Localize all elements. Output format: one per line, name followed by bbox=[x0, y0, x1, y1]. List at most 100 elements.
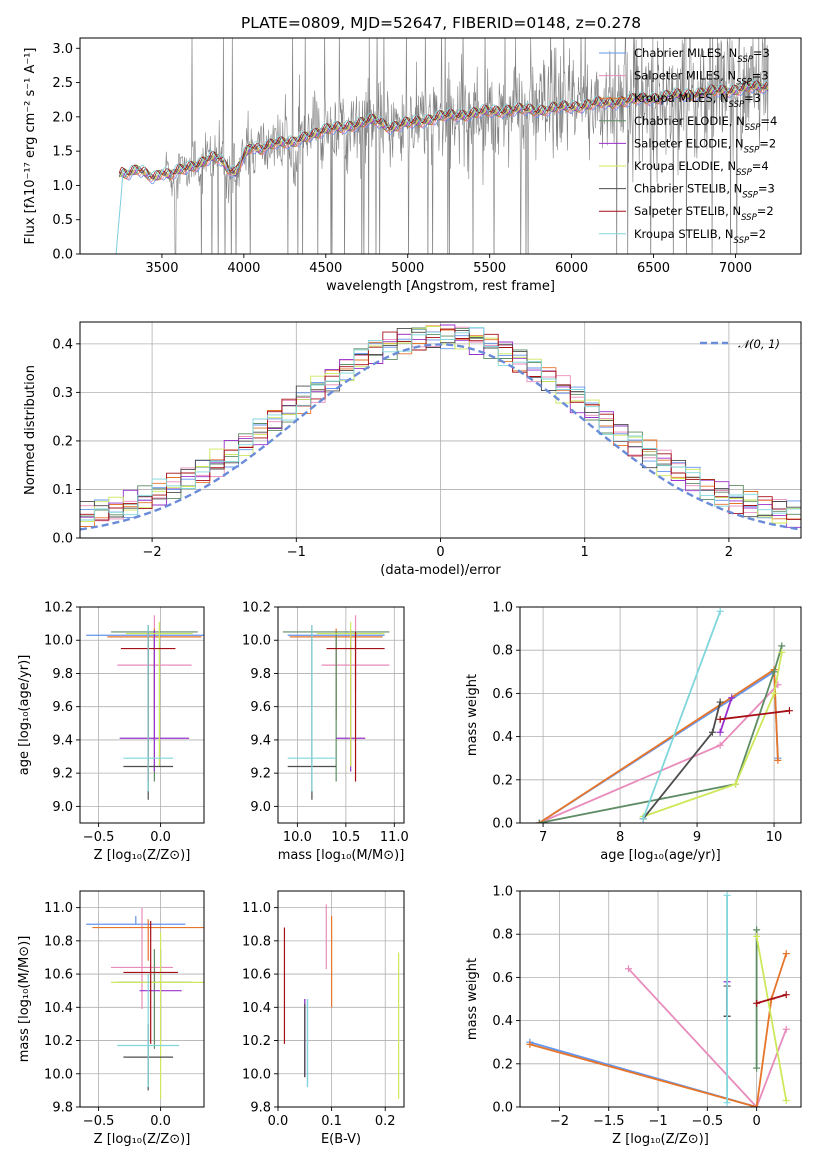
weight-marker bbox=[770, 668, 778, 676]
y-tick-label: 9.8 bbox=[250, 667, 271, 682]
y-tick-label: 10.4 bbox=[44, 1001, 73, 1016]
axis-frame: 10.0 10.5 11.0 9.0 9.2 9.4 9.6 9.8 10.0 10.2 bbox=[242, 601, 409, 846]
x-tick-label: 0.1 bbox=[321, 1114, 342, 1129]
y-tick-label: 9.8 bbox=[52, 1101, 73, 1116]
x-tick-label: −1 bbox=[648, 1114, 667, 1129]
errorbar-point bbox=[326, 631, 385, 782]
errorbar-point bbox=[119, 630, 190, 772]
legend-label: Salpeter ELODIE, NSSP=2 bbox=[634, 136, 776, 155]
histogram-kroupa_stelib bbox=[80, 327, 801, 521]
legend-label: Kroupa STELIB, NSSP=2 bbox=[634, 227, 766, 246]
weight-marker bbox=[770, 689, 778, 697]
axis-frame: −0.5 0.0 9.0 9.2 9.4 9.6 9.8 10.0 10.2 bbox=[44, 601, 205, 845]
axis-border bbox=[519, 890, 802, 1108]
axis-border bbox=[519, 606, 802, 824]
y-tick-label: 10.2 bbox=[44, 1034, 73, 1049]
y-tick-label: 0.4 bbox=[492, 1014, 513, 1029]
axis-border bbox=[79, 37, 802, 255]
errorbar-point bbox=[287, 625, 337, 792]
errorbar-point bbox=[123, 920, 178, 1044]
figure-title: PLATE=0809, MJD=52647, FIBERID=0148, z=0… bbox=[241, 14, 641, 32]
y-axis-label: Normed distribution bbox=[23, 365, 38, 495]
x-axis-label: Z [log₁₀(Z/Z⊙)] bbox=[94, 848, 191, 863]
y-tick-label: 11.0 bbox=[242, 901, 271, 916]
y-tick-label: 0.2 bbox=[492, 773, 513, 788]
axes-age-vs-mass: 10.0 10.5 11.0 9.0 9.2 9.4 9.6 9.8 10.0 10.2 mass … bbox=[242, 601, 409, 864]
weight-marker bbox=[753, 1103, 761, 1107]
axes-mass-weight-vs-age: 7 8 9 10 0.0 0.2 0.4 0.6 0.8 1.0 age [log₁₀(age/yr… bbox=[465, 601, 802, 863]
weight-line bbox=[642, 652, 783, 818]
weight-line bbox=[539, 645, 783, 823]
errorbar-point bbox=[316, 621, 385, 767]
weight-marker bbox=[723, 891, 731, 899]
legend-label: Chabrier MILES, NSSP=3 bbox=[634, 46, 770, 65]
y-tick-label: 0.3 bbox=[52, 386, 73, 401]
weight-marker bbox=[535, 819, 543, 823]
y-tick-label: 9.4 bbox=[52, 733, 73, 748]
y-tick-label: 0.0 bbox=[52, 248, 73, 263]
y-tick-label: 0.8 bbox=[492, 644, 513, 659]
y-tick-label: 9.0 bbox=[52, 800, 73, 815]
y-tick-label: 0.5 bbox=[52, 213, 73, 228]
x-tick-label: −1 bbox=[287, 545, 306, 560]
axis-border bbox=[277, 890, 405, 1108]
legend-label: Salpeter STELIB, NSSP=2 bbox=[634, 204, 774, 223]
weight-marker bbox=[774, 756, 782, 764]
x-tick-label: 10.0 bbox=[283, 830, 312, 845]
y-tick-label: 10.0 bbox=[44, 1067, 73, 1082]
errorbar-point bbox=[282, 631, 390, 782]
weight-marker bbox=[753, 1064, 761, 1072]
axis-border bbox=[79, 890, 205, 1108]
y-tick-label: 9.2 bbox=[52, 767, 73, 782]
weight-line bbox=[529, 953, 788, 1107]
axis-frame: −0.5 0.0 9.8 10.0 10.2 10.4 10.6 10.8 11.0 bbox=[44, 890, 205, 1129]
legend-label: 𝒩(0, 1) bbox=[738, 337, 780, 351]
weight-marker bbox=[782, 950, 790, 958]
x-tick-label: 0 bbox=[436, 545, 444, 560]
weight-marker bbox=[716, 728, 724, 736]
plot-area bbox=[526, 891, 790, 1107]
x-tick-label: 0.0 bbox=[150, 1114, 171, 1129]
axes-mass-vs-EBV: 0.0 0.1 0.2 9.8 10.0 10.2 10.4 10.6 10.8 11.0 E(B-… bbox=[242, 890, 405, 1147]
y-tick-label: 0.0 bbox=[492, 817, 513, 832]
y-axis-label: mass [log₁₀(M/M⊙)] bbox=[17, 936, 32, 1063]
y-tick-label: 10.8 bbox=[44, 934, 73, 949]
y-tick-label: 10.2 bbox=[242, 601, 271, 616]
y-axis-label: age [log₁₀(age/yr)] bbox=[17, 655, 32, 776]
y-tick-label: 1.0 bbox=[492, 601, 513, 616]
axis-frame: 3500 4000 4500 5000 5500 6000 6500 7000 0.0 0.5 1.… bbox=[52, 37, 802, 276]
x-tick-label: 6500 bbox=[637, 261, 670, 276]
y-tick-label: 9.6 bbox=[250, 700, 271, 715]
x-axis-label: Z [log₁₀(Z/Z⊙)] bbox=[94, 1132, 191, 1147]
y-tick-label: 10.2 bbox=[242, 1034, 271, 1049]
x-tick-label: 7 bbox=[539, 830, 547, 845]
y-tick-label: 0.4 bbox=[52, 337, 73, 352]
y-tick-label: 9.2 bbox=[250, 767, 271, 782]
y-tick-label: 10.2 bbox=[44, 601, 73, 616]
y-tick-label: 0.2 bbox=[52, 434, 73, 449]
weight-marker bbox=[716, 607, 724, 615]
x-tick-label: 4500 bbox=[309, 261, 342, 276]
y-tick-label: 10.0 bbox=[44, 634, 73, 649]
axis-frame: 0.0 0.1 0.2 9.8 10.0 10.2 10.4 10.6 10.8 11.0 bbox=[242, 890, 405, 1129]
weight-marker bbox=[785, 707, 793, 715]
axis-frame: 7 8 9 10 0.0 0.2 0.4 0.6 0.8 1.0 bbox=[492, 601, 802, 845]
x-tick-label: −2 bbox=[550, 1114, 569, 1129]
y-tick-label: 0.8 bbox=[492, 928, 513, 943]
weight-marker bbox=[728, 694, 736, 702]
axis-frame: −2 −1 0 1 2 0.0 0.1 0.2 0.3 0.4 bbox=[52, 321, 802, 560]
x-tick-label: −0.5 bbox=[692, 1114, 724, 1129]
errorbar-point bbox=[92, 919, 204, 961]
x-tick-label: 3500 bbox=[145, 261, 178, 276]
weight-marker bbox=[723, 1099, 731, 1107]
weight-marker bbox=[782, 1025, 790, 1033]
x-axis-label: wavelength [Angstrom, rest frame] bbox=[326, 279, 555, 294]
y-tick-label: 0.6 bbox=[492, 971, 513, 986]
x-tick-label: −0.5 bbox=[83, 830, 115, 845]
legend: 𝒩(0, 1) bbox=[700, 337, 780, 351]
x-tick-label: 5500 bbox=[473, 261, 506, 276]
plot-area bbox=[535, 607, 793, 823]
x-axis-label: Z [log₁₀(Z/Z⊙)] bbox=[612, 1132, 709, 1147]
model-line-kroupa_stelib bbox=[115, 79, 769, 254]
weight-line bbox=[642, 701, 722, 820]
